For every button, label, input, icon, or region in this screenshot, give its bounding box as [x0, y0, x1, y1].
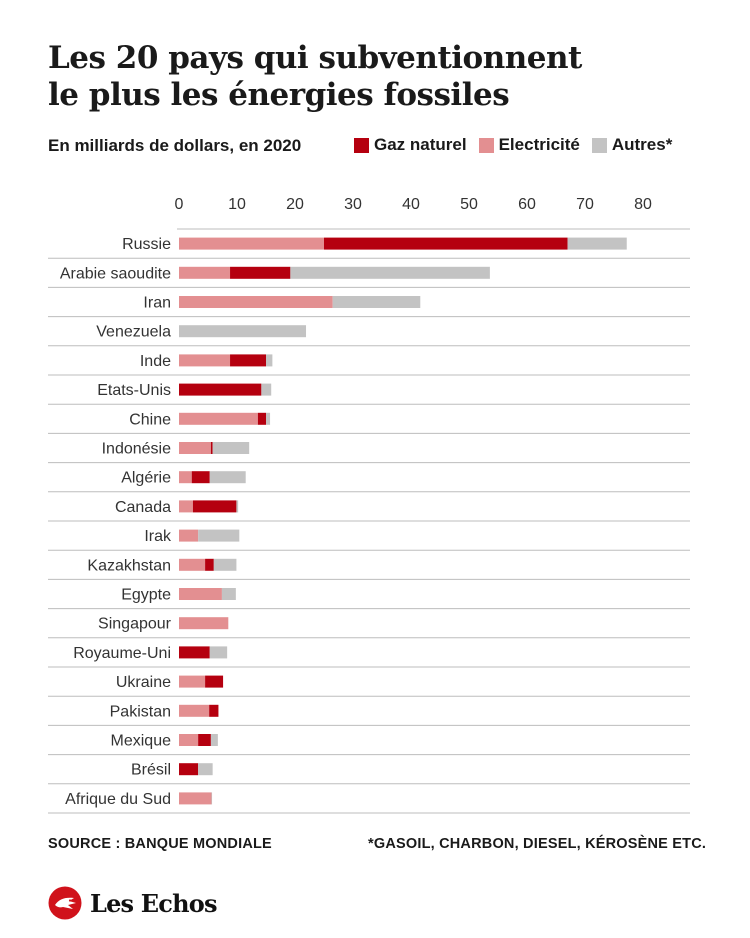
bar-segment	[198, 763, 213, 776]
bar-segment	[324, 237, 568, 250]
x-tick-label: 80	[634, 196, 652, 213]
bar-segment	[213, 558, 237, 571]
bar-segment	[179, 354, 231, 367]
logo: Les Echos	[48, 886, 217, 920]
category-label: Iran	[143, 295, 171, 312]
category-label: Canada	[115, 499, 171, 516]
bar-segment	[332, 296, 421, 308]
bar-segment	[179, 704, 210, 717]
x-tick-label: 70	[576, 196, 594, 213]
legend-label-electricite: Electricité	[498, 135, 580, 154]
bar-segment	[198, 734, 211, 746]
category-label: Royaume-Uni	[73, 645, 171, 662]
bar-segment	[179, 412, 258, 425]
bar-segment	[209, 646, 228, 659]
bar-segment	[266, 412, 271, 425]
bar-segment	[179, 763, 199, 776]
bar-segment	[221, 588, 236, 600]
bar-segment	[192, 500, 237, 513]
bar-segment	[179, 471, 192, 484]
bar-segment	[179, 500, 193, 513]
category-label: Kazakhstan	[87, 557, 171, 574]
category-label: Russie	[122, 236, 171, 253]
category-label: Indonésie	[102, 441, 171, 458]
x-tick-label: 40	[402, 196, 420, 213]
category-label: Venezuela	[96, 324, 171, 341]
category-label: Ukraine	[116, 674, 171, 691]
les-echos-logo-icon	[48, 886, 82, 920]
bar-segment	[230, 266, 291, 279]
bar-segment	[179, 558, 206, 571]
legend-swatch-gaz	[354, 137, 369, 153]
bar-segment	[179, 588, 222, 600]
category-label: Mexique	[111, 733, 172, 750]
legend-label-autres: Autres*	[611, 135, 673, 154]
bar-segment	[567, 237, 627, 250]
legend-swatch-autres	[591, 137, 607, 153]
x-tick-label: 0	[175, 196, 184, 213]
category-label: Singapour	[98, 616, 172, 633]
bar-segment	[179, 266, 231, 279]
bar-segment	[230, 354, 266, 367]
bar-segment	[210, 734, 218, 746]
category-label: Arabie saoudite	[60, 265, 171, 282]
bar-segment	[210, 442, 213, 454]
bar-segment	[205, 558, 214, 571]
bar-segment	[209, 704, 219, 717]
x-tick-label: 10	[228, 196, 246, 213]
bar-chart: 0 10 20 30 40 50 60 70 80 Russie Arabie saoudite Ir…	[48, 196, 690, 814]
category-label: Afrique du Sud	[65, 791, 171, 808]
legend-label-gaz: Gaz naturel	[374, 135, 467, 154]
bar-segment	[179, 792, 212, 805]
bar-segment	[205, 675, 224, 688]
bar-segment	[266, 354, 273, 367]
bar-segment	[261, 383, 272, 396]
category-label: Inde	[140, 353, 171, 370]
category-label: Pakistan	[110, 703, 171, 720]
bar-segment	[212, 442, 250, 454]
chart-subtitle: En milliards de dollars, en 2020	[48, 136, 302, 155]
bar-segment	[198, 529, 240, 542]
x-tick-label: 30	[344, 196, 362, 213]
bar-segment	[257, 412, 266, 425]
x-tick-label: 50	[460, 196, 478, 213]
bar-segment	[179, 442, 211, 454]
category-label: Egypte	[121, 587, 171, 604]
bar-segment	[290, 266, 490, 279]
bar-segment	[179, 529, 199, 542]
bar-segment	[179, 675, 206, 688]
legend-item-gaz: Gaz naturel	[354, 135, 467, 155]
bar-segment	[179, 734, 199, 746]
bar-segment	[179, 617, 229, 630]
source-note: SOURCE : BANQUE MONDIALE	[48, 836, 272, 852]
bar-segment	[211, 792, 213, 805]
legend: Gaz naturel Electricité Autres*	[354, 135, 672, 155]
title-line-1: Les 20 pays qui subventionnent	[48, 40, 582, 76]
bar-segment	[179, 383, 262, 396]
chart-title: Les 20 pays qui subventionnent le plus l…	[48, 40, 728, 114]
category-label: Etats-Unis	[97, 382, 171, 399]
category-label: Brésil	[131, 762, 171, 779]
x-tick-label: 20	[286, 196, 304, 213]
legend-item-electricite: Electricité	[478, 135, 580, 155]
bar-segment	[179, 646, 210, 659]
logo-text: Les Echos	[90, 888, 217, 918]
bar-segment	[209, 471, 246, 484]
category-label: Irak	[144, 528, 172, 545]
bar-segment	[191, 471, 210, 484]
legend-item-autres: Autres*	[591, 135, 673, 155]
category-label: Algérie	[121, 470, 171, 487]
category-label: Chine	[129, 411, 171, 428]
bar-segment	[236, 500, 239, 513]
footnote: *GASOIL, CHARBON, DIESEL, KÉROSÈNE ETC.	[368, 836, 707, 852]
legend-swatch-electricite	[478, 137, 494, 153]
bar-segment	[179, 325, 307, 338]
x-tick-label: 60	[518, 196, 536, 213]
title-line-2: le plus les énergies fossiles	[48, 77, 510, 113]
bar-segment	[179, 296, 333, 308]
bar-segment	[179, 237, 324, 250]
